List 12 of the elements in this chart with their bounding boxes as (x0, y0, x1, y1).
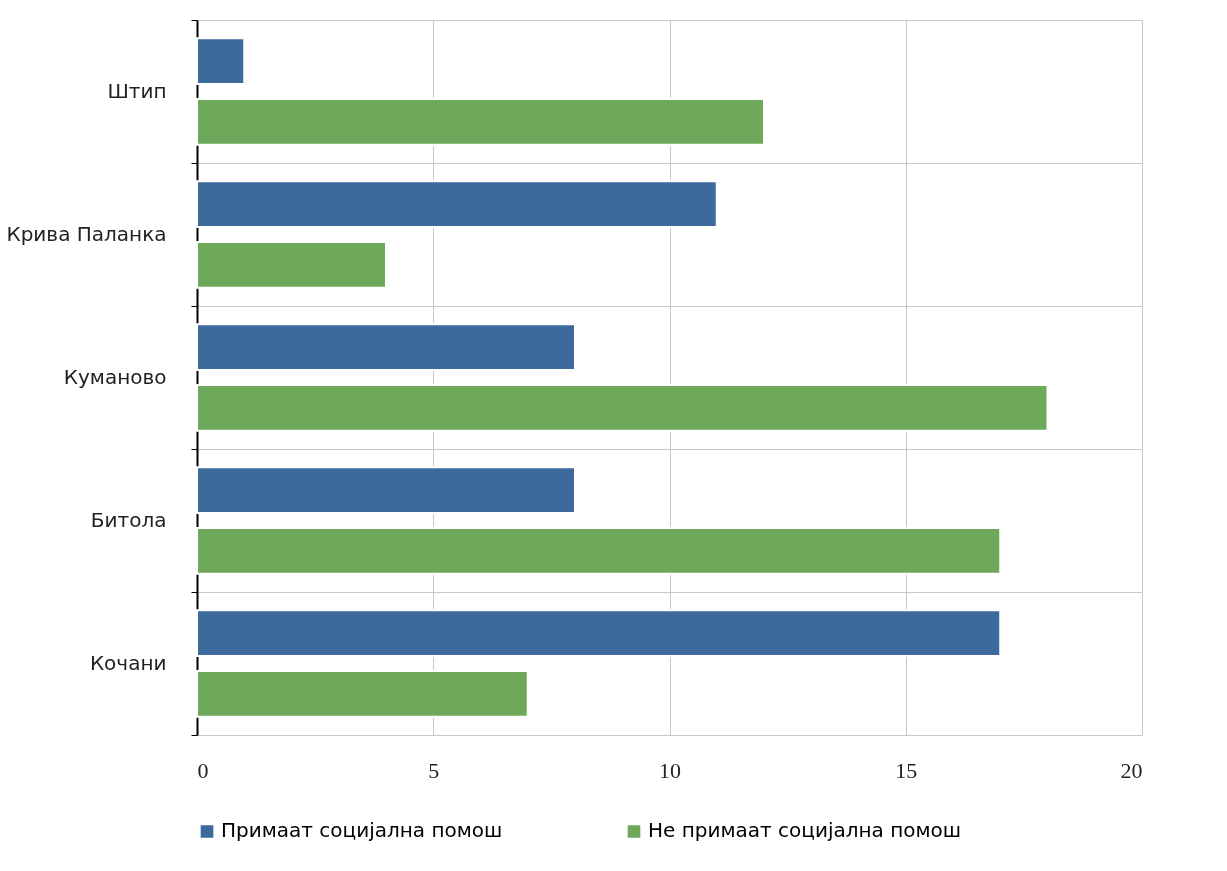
x-tick-label: 15 (895, 757, 918, 783)
x-tick-label: 5 (428, 757, 440, 783)
y-tick-label: Куманово (63, 365, 167, 389)
legend-label: Не примаат социјална помош (648, 818, 962, 843)
legend-label: Примаат социјална помош (221, 818, 503, 843)
y-tick-label: Крива Паланка (6, 222, 167, 246)
x-tick-label: 0 (197, 757, 209, 783)
x-tick-label: 20 (1120, 757, 1143, 783)
x-tick-label: 10 (659, 757, 681, 783)
y-tick-label: Битола (90, 508, 167, 532)
y-tick-label: Штип (107, 79, 167, 103)
y-tick-label: Кочани (89, 651, 167, 675)
